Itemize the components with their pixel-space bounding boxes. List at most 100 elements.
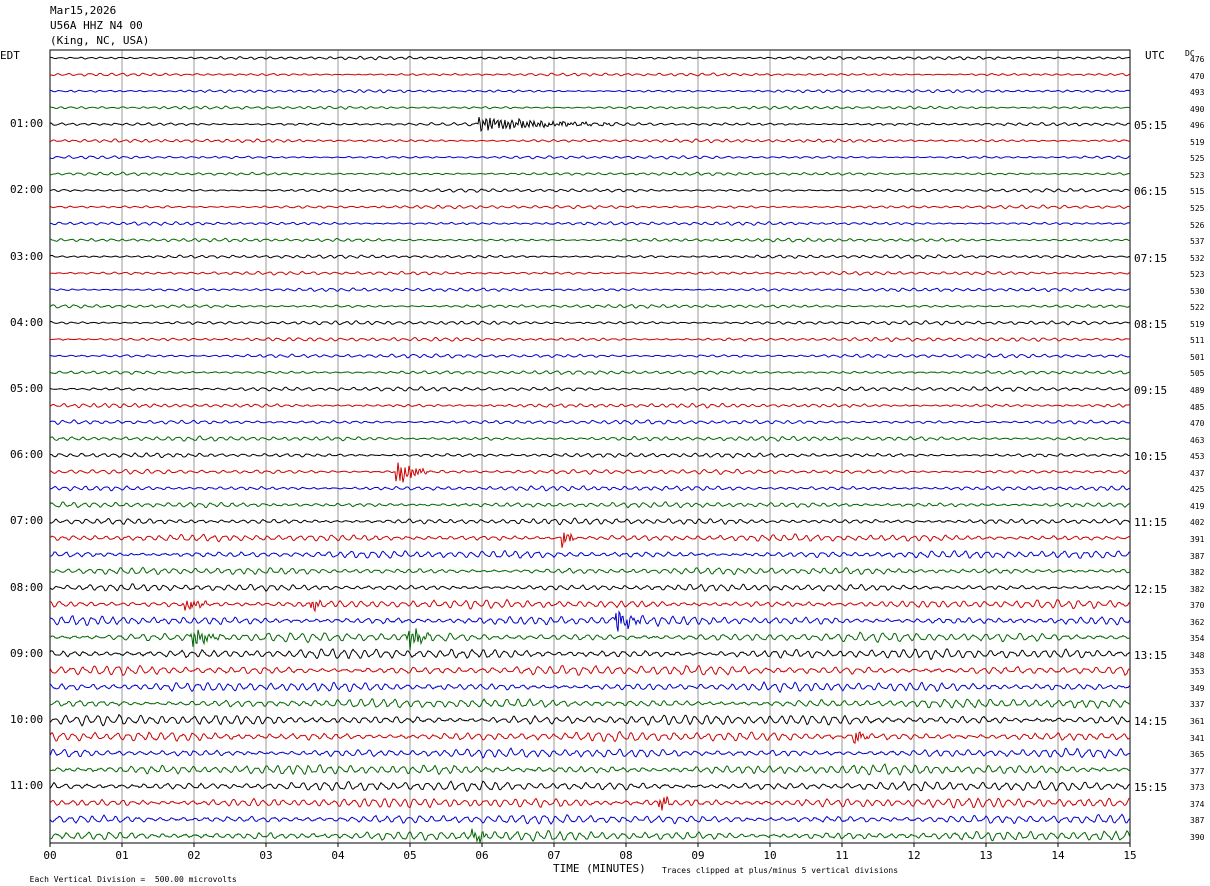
x-tick-label: 06 (475, 849, 488, 862)
left-hour-label: 06:00 (10, 448, 44, 462)
trace-row (49, 204, 1131, 210)
trace-row (49, 583, 1131, 592)
trace-row (49, 237, 1131, 243)
left-hour-label: 01:00 (10, 117, 44, 131)
x-tick-label: 05 (403, 849, 416, 862)
dc-offset-value: 490 (1190, 104, 1205, 114)
left-hour-label: 09:00 (10, 646, 44, 660)
trace-row (49, 681, 1131, 694)
trace-row (49, 598, 1131, 613)
scale-note: Each Vertical Division = 500.00 microvol… (0, 866, 237, 884)
right-hour-label: 11:15 (1134, 516, 1168, 530)
dc-offset-value: 391 (1190, 534, 1205, 544)
left-hour-label: 10:00 (10, 713, 44, 726)
trace-row (49, 549, 1131, 559)
x-tick-label: 07 (547, 849, 560, 862)
dc-offset-value: 515 (1190, 187, 1205, 197)
dc-offset-value: 382 (1190, 584, 1205, 594)
dc-offset-value: 337 (1190, 700, 1205, 710)
x-tick-label: 04 (331, 849, 345, 862)
x-tick-label: 10 (763, 849, 776, 862)
trace-row (49, 304, 1131, 309)
trace-row (49, 452, 1131, 459)
trace-row (49, 610, 1131, 632)
dc-offset-value: 470 (1190, 419, 1205, 429)
dc-offset-value: 402 (1190, 518, 1205, 528)
right-hour-label: 10:15 (1134, 450, 1168, 464)
x-tick-label: 08 (619, 849, 632, 862)
right-hour-label: 12:15 (1134, 582, 1168, 596)
dc-offset-value: 390 (1190, 832, 1205, 842)
x-tick-label: 13 (979, 849, 992, 862)
dc-offset-value: 341 (1190, 733, 1205, 743)
trace-row (49, 116, 1131, 133)
dc-offset-value: 523 (1190, 170, 1205, 180)
trace-row (49, 628, 1131, 651)
trace-row (49, 485, 1131, 492)
dc-offset-value: 377 (1190, 766, 1205, 776)
x-tick-label: 14 (1051, 849, 1065, 862)
right-hour-label: 09:15 (1134, 384, 1168, 397)
x-tick-label: 00 (43, 849, 56, 862)
trace-row (49, 187, 1131, 193)
dc-offset-value: 453 (1190, 452, 1205, 462)
dc-offset-value: 387 (1190, 816, 1205, 826)
trace-row (49, 287, 1131, 293)
dc-offset-value: 522 (1190, 303, 1205, 313)
dc-offset-value: 496 (1190, 121, 1205, 131)
dc-offset-value: 373 (1190, 783, 1205, 793)
x-tick-label: 02 (187, 849, 200, 862)
trace-row (49, 730, 1131, 744)
dc-column-label: DC (1185, 49, 1195, 58)
trace-row (49, 698, 1131, 710)
trace-row (49, 386, 1131, 392)
plot-frame (49, 49, 1131, 844)
trace-row (50, 353, 1131, 359)
trace-row (49, 105, 1131, 110)
left-hour-label: 08:00 (10, 580, 44, 594)
trace-row (49, 664, 1131, 677)
scale-note-text: Each Vertical Division = 500.00 microvol… (29, 875, 237, 884)
trace-row (49, 566, 1131, 576)
dc-offset-value: 374 (1190, 799, 1205, 809)
dc-offset-value: 419 (1190, 501, 1205, 511)
trace-row (49, 402, 1131, 409)
trace-row (49, 462, 1131, 483)
clip-note: Traces clipped at plus/minus 5 vertical … (662, 866, 899, 875)
dc-offset-value: 470 (1190, 71, 1205, 81)
dc-offset-value: 354 (1190, 634, 1205, 644)
x-tick-label: 15 (1123, 849, 1136, 862)
trace-row (49, 828, 1131, 843)
right-hour-label: 08:15 (1134, 317, 1168, 331)
right-hour-label: 15:15 (1134, 781, 1168, 795)
dc-offset-value: 489 (1190, 386, 1205, 395)
left-hour-label: 05:00 (10, 382, 44, 395)
minute-grid (49, 49, 1131, 844)
trace-row (49, 419, 1131, 425)
dc-offset-value: 501 (1190, 352, 1205, 362)
trace-row (49, 435, 1131, 442)
dc-offset-value: 476 (1190, 55, 1205, 64)
trace-row (49, 138, 1131, 144)
left-hour-label: 11:00 (10, 779, 44, 793)
dc-offset-value: 519 (1190, 137, 1205, 147)
dc-offset-value: 523 (1190, 270, 1205, 280)
x-tick-label: 12 (907, 849, 920, 862)
dc-offset-value: 349 (1190, 683, 1205, 693)
dc-offset-value: 532 (1190, 253, 1205, 263)
x-tick-label: 01 (115, 849, 128, 862)
dc-offset-value: 463 (1190, 435, 1205, 445)
trace-row (49, 171, 1131, 176)
x-axis-label: TIME (MINUTES) (553, 862, 646, 875)
left-timezone-label: EDT (0, 49, 20, 62)
header-date: Mar15,2026 (50, 4, 117, 17)
trace-row (49, 796, 1131, 811)
dc-offset-value: 353 (1190, 667, 1205, 677)
dc-offset-value: 525 (1190, 203, 1205, 213)
trace-row (49, 72, 1131, 77)
trace-row (49, 763, 1131, 776)
trace-row (49, 813, 1131, 825)
dc-offset-value: 362 (1190, 617, 1205, 627)
trace-row (49, 747, 1131, 759)
right-hour-label: 06:15 (1134, 185, 1168, 199)
